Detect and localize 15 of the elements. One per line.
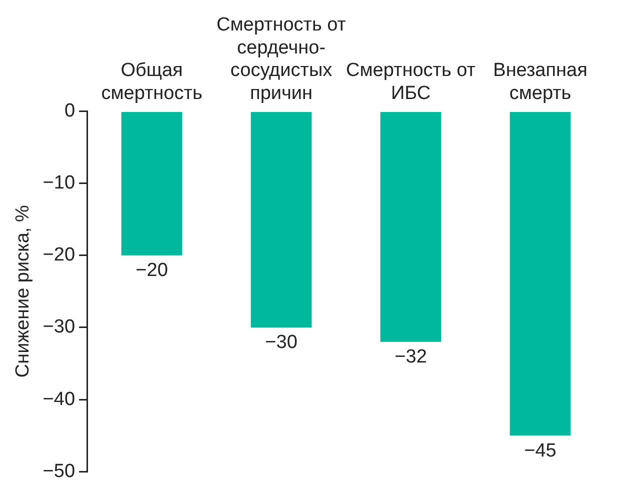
x-tick-label: Смертность от ИБС	[346, 60, 476, 104]
y-tick-label: −30	[42, 316, 76, 338]
x-tick-label: Общая смертность	[101, 60, 202, 104]
data-label: −30	[265, 332, 298, 354]
y-tick-label: −40	[42, 388, 76, 410]
y-tick-label: −50	[42, 460, 76, 482]
y-tick-label: −10	[42, 172, 76, 194]
y-tick-label: −20	[42, 244, 76, 266]
data-label: −32	[394, 346, 427, 368]
x-tick-label: Смертность от сердечно-сосудистых причин	[216, 14, 346, 104]
y-axis-title: Снижение риска, %	[12, 205, 34, 378]
x-tick-label: Внезапная смерть	[493, 60, 588, 104]
data-label: −45	[524, 440, 556, 462]
y-tick-label: 0	[64, 100, 76, 122]
data-label: −20	[136, 260, 168, 282]
